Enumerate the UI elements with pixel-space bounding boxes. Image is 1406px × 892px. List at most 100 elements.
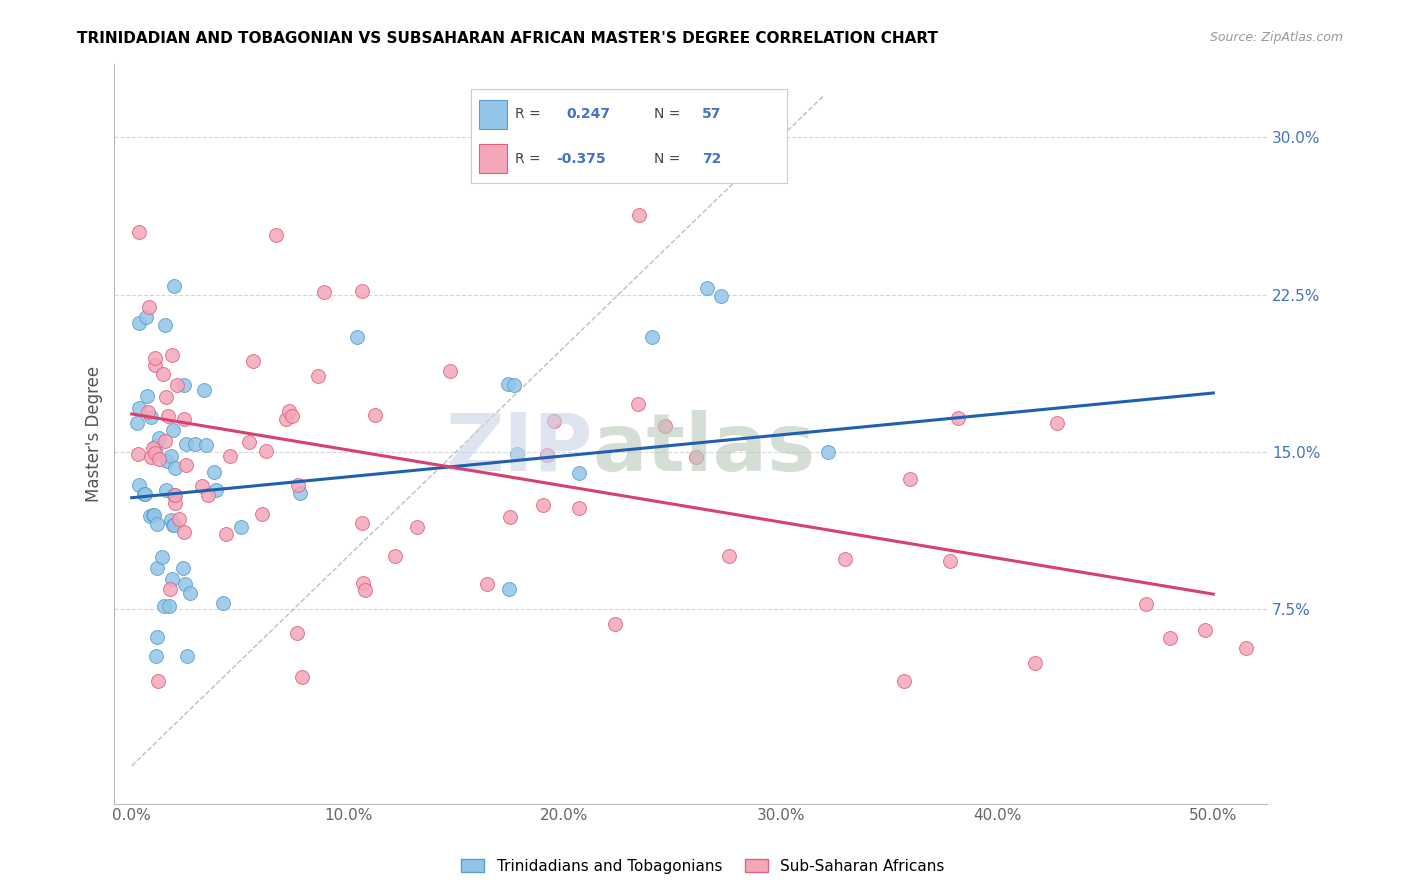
Text: TRINIDADIAN AND TOBAGONIAN VS SUBSAHARAN AFRICAN MASTER'S DEGREE CORRELATION CHA: TRINIDADIAN AND TOBAGONIAN VS SUBSAHARAN… (77, 31, 938, 46)
Point (139, 450, 162, 464)
Point (162, 518, 184, 533)
Point (205, 483, 228, 497)
Point (160, 348, 183, 362)
Point (148, 674, 170, 689)
Point (274, 412, 297, 426)
Text: Source: ZipAtlas.com: Source: ZipAtlas.com (1209, 31, 1343, 45)
Point (288, 486, 311, 500)
Point (352, 575, 374, 590)
Point (266, 227, 288, 242)
Point (152, 367, 174, 381)
Point (194, 438, 217, 452)
Point (568, 501, 591, 516)
Point (352, 284, 374, 298)
Point (155, 390, 177, 404)
Point (174, 437, 197, 451)
Point (148, 431, 170, 445)
Point (238, 434, 260, 449)
Point (543, 414, 565, 428)
Point (229, 520, 252, 534)
Text: 57: 57 (702, 108, 721, 121)
Point (215, 526, 238, 541)
Point (834, 551, 856, 566)
Point (654, 419, 676, 434)
Point (143, 351, 166, 366)
Point (166, 378, 188, 392)
Point (285, 625, 308, 640)
Point (163, 488, 186, 502)
Point (364, 408, 387, 422)
Point (254, 444, 277, 458)
Point (173, 377, 195, 392)
Point (212, 596, 235, 610)
Point (291, 670, 314, 684)
Point (152, 549, 174, 564)
Point (148, 452, 170, 467)
Point (685, 450, 707, 464)
Point (197, 488, 219, 502)
Point (156, 454, 179, 468)
Text: N =: N = (655, 108, 681, 121)
Point (946, 411, 969, 425)
Point (1024, 656, 1046, 670)
Point (143, 359, 166, 373)
Point (163, 518, 186, 533)
Legend: Trinidadians and Tobagonians, Sub-Saharan Africans: Trinidadians and Tobagonians, Sub-Sahara… (456, 853, 950, 880)
Point (242, 354, 264, 368)
Point (717, 549, 740, 563)
Point (145, 439, 167, 453)
Point (139, 409, 162, 424)
Text: 0.247: 0.247 (567, 108, 610, 121)
Point (134, 486, 156, 500)
Point (536, 449, 558, 463)
Point (128, 225, 150, 239)
Point (627, 209, 650, 223)
Point (893, 674, 915, 689)
Point (153, 318, 176, 332)
Point (145, 648, 167, 663)
Point (475, 577, 498, 591)
Point (499, 510, 522, 524)
Point (190, 478, 212, 492)
Point (533, 498, 555, 512)
Point (1135, 597, 1157, 611)
Point (163, 278, 186, 293)
Point (193, 383, 215, 397)
Point (568, 466, 591, 480)
Point (128, 478, 150, 492)
Point (354, 582, 377, 597)
Point (1159, 631, 1181, 645)
Point (278, 404, 301, 418)
Point (898, 472, 921, 486)
Point (498, 582, 520, 596)
Point (156, 409, 179, 424)
Point (307, 369, 329, 384)
Text: 72: 72 (702, 152, 721, 166)
Point (710, 288, 733, 302)
Point (1234, 640, 1257, 655)
Point (136, 388, 159, 402)
Point (281, 409, 304, 424)
Point (1194, 623, 1216, 637)
Point (160, 449, 183, 463)
Point (173, 524, 195, 539)
Point (505, 447, 527, 461)
Point (696, 281, 718, 295)
Point (163, 460, 186, 475)
Point (503, 378, 526, 392)
Point (346, 329, 368, 343)
Point (125, 417, 148, 431)
Point (163, 488, 186, 502)
Point (938, 554, 960, 568)
Point (153, 434, 176, 448)
Point (173, 412, 195, 426)
Point (384, 549, 406, 563)
Text: atlas: atlas (593, 409, 815, 488)
Point (287, 478, 309, 492)
Point (142, 508, 165, 522)
Point (134, 486, 156, 500)
Point (167, 512, 190, 526)
Point (153, 599, 176, 613)
Point (146, 630, 169, 644)
Point (250, 507, 273, 521)
